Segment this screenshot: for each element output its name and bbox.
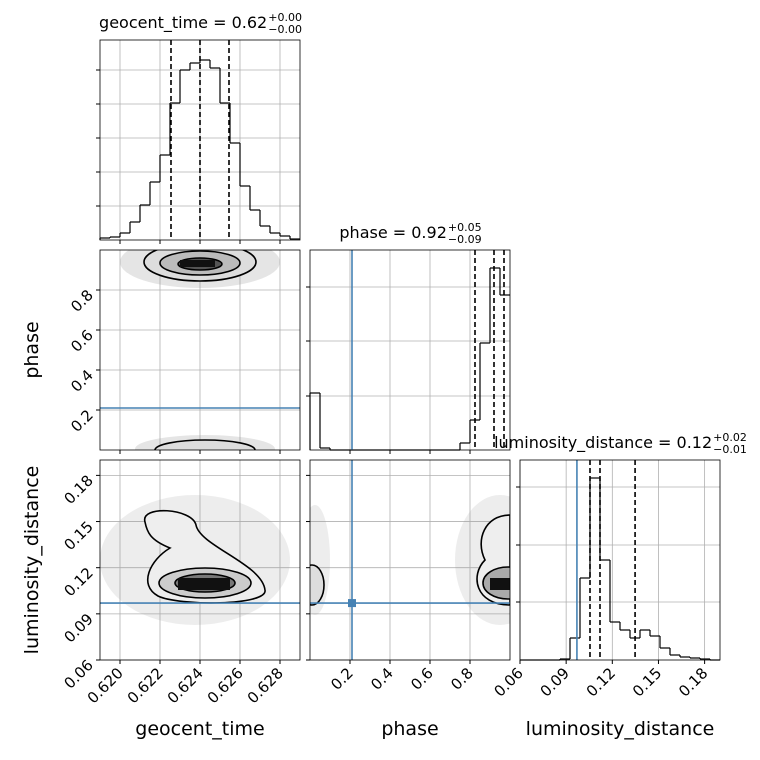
density-phase-luminosity [310, 495, 510, 625]
x-tick-label: 0.624 [164, 664, 207, 707]
panel-frame [99, 459, 301, 661]
x-tick-label: 0.2 [327, 664, 357, 694]
panel-title: phase = 0.92 [339, 223, 446, 242]
panel-title-sub: −0.00 [268, 23, 302, 36]
panel-title: luminosity_distance = 0.12 [494, 433, 712, 453]
mark-layer: geocent_time = 0.62 +0.00−0.00 0.2 0.4 0.6 0.… [21, 11, 747, 740]
grid-layer [100, 40, 720, 661]
x-tick-label: 0.6 [407, 664, 437, 694]
y-tick-label: 0.18 [60, 471, 96, 507]
x-tick-label: 0.622 [124, 664, 167, 707]
x-tick-label: 0.4 [367, 664, 397, 694]
panel-title-sub: −0.09 [448, 233, 482, 246]
x-tick-label: 0.09 [537, 664, 573, 700]
x-axis-label: phase [381, 718, 438, 740]
truth-point [348, 599, 356, 608]
y-tick-label: 0.8 [67, 286, 97, 316]
x-tick-label: 0.18 [675, 664, 711, 700]
panel-frame [309, 249, 511, 451]
panel-title: geocent_time = 0.62 [99, 13, 267, 33]
panel-frame [309, 459, 511, 661]
y-axis-label: luminosity_distance [21, 466, 43, 655]
panel-frame [99, 249, 301, 451]
y-tick-label: 0.15 [60, 518, 96, 554]
density-geocent-luminosity [100, 495, 290, 625]
x-tick-label: 0.06 [490, 664, 526, 700]
x-axis-label: luminosity_distance [526, 718, 715, 740]
y-tick-label: 0.12 [60, 564, 96, 600]
x-tick-label: 0.12 [583, 664, 619, 700]
y-axis-label: phase [21, 321, 43, 378]
panel-title-sup: +0.05 [448, 221, 482, 234]
panel-title-sub: −0.01 [713, 443, 747, 456]
y-tick-label: 0.09 [60, 610, 96, 646]
panel-frame [99, 39, 301, 241]
panel-title-sup: +0.00 [268, 11, 302, 24]
y-tick-label: 0.2 [67, 406, 97, 436]
x-tick-label: 0.15 [629, 664, 665, 700]
y-tick-label: 0.6 [67, 326, 97, 356]
density-geocent-phase [120, 250, 280, 450]
y-tick-label: 0.4 [67, 366, 97, 396]
panel-frame [519, 459, 721, 661]
x-tick-label: 0.626 [204, 664, 247, 707]
x-tick-label: 0.628 [244, 664, 287, 707]
x-axis-label: geocent_time [135, 718, 264, 740]
panel-title-sup: +0.02 [713, 431, 747, 444]
x-tick-label: 0.8 [447, 664, 477, 694]
